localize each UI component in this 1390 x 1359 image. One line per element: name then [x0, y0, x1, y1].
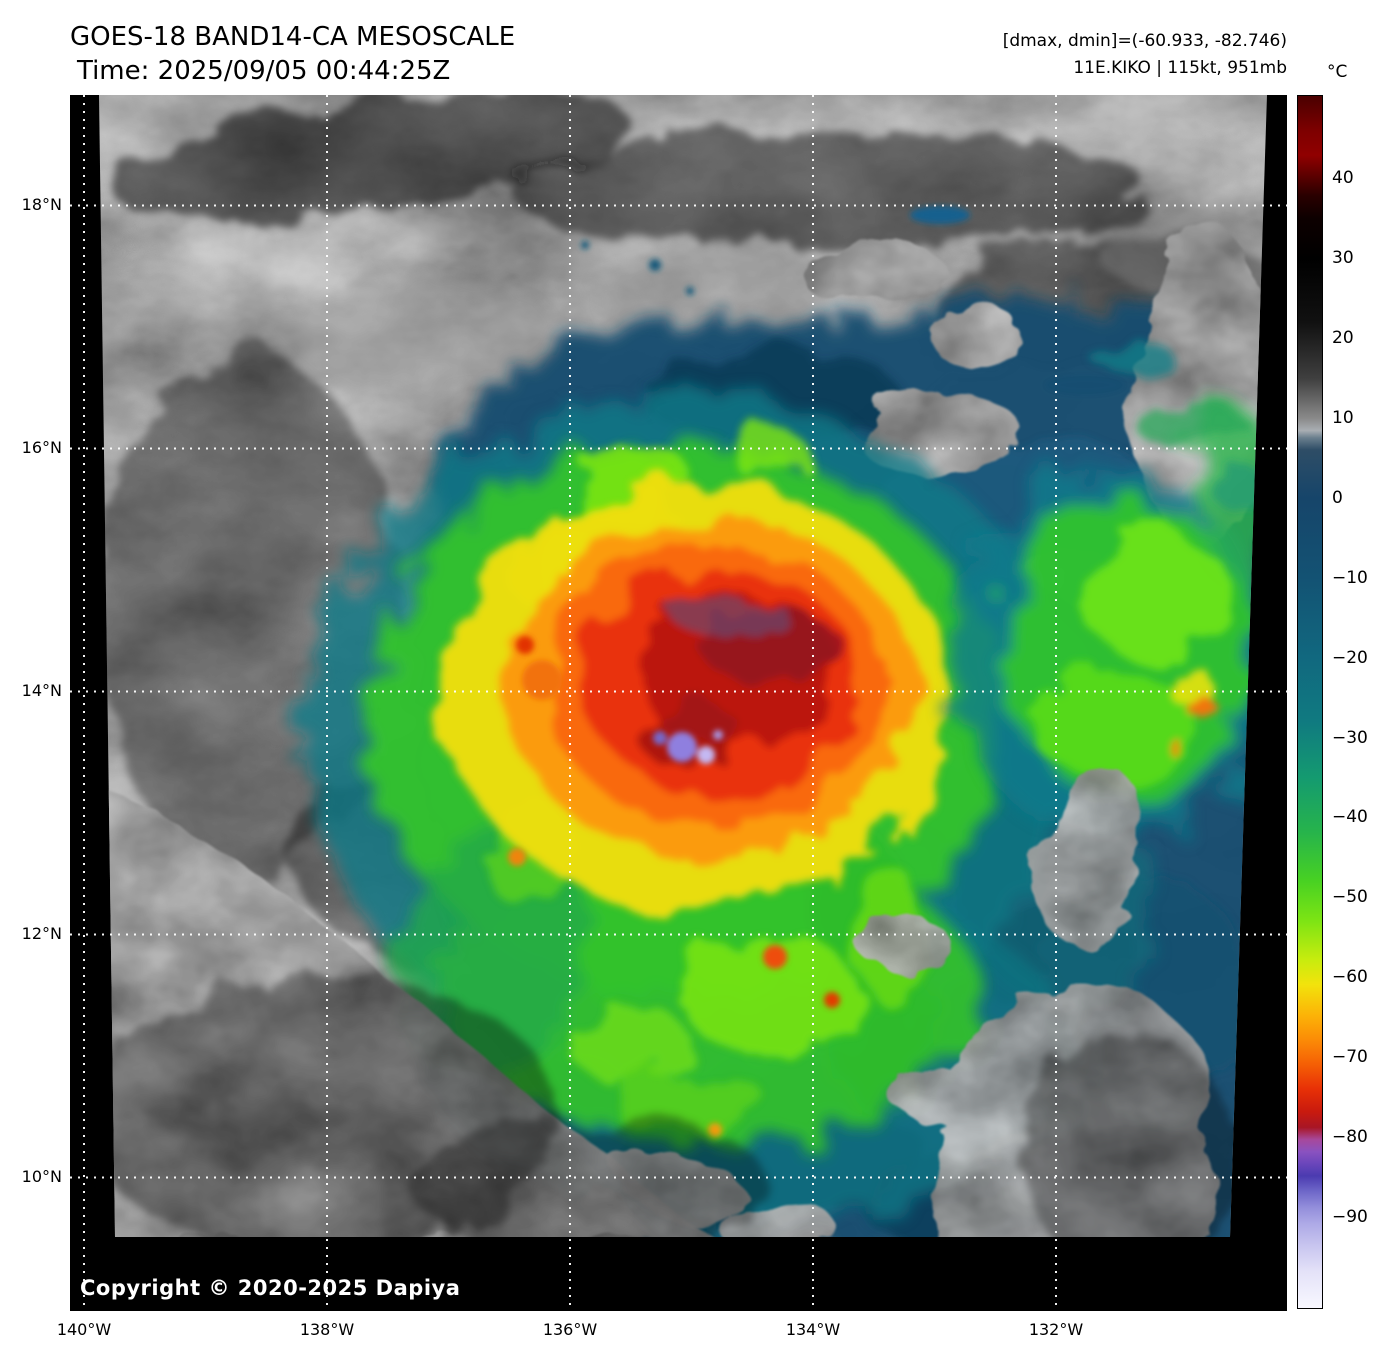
figure-title: GOES-18 BAND14-CA MESOSCALE: [70, 22, 516, 52]
lon-label: 140°W: [56, 1320, 112, 1339]
colorbar-tick-label: −40: [1332, 807, 1368, 827]
satellite-image: [70, 95, 1287, 1311]
copyright-watermark: Copyright © 2020-2025 Dapiya: [80, 1276, 461, 1300]
colorbar-tick-label: −20: [1332, 648, 1368, 668]
colorbar-tick-label: 30: [1332, 248, 1354, 268]
lat-label: 18°N: [21, 195, 62, 214]
lat-label: 14°N: [21, 681, 62, 700]
figure-header: GOES-18 BAND14-CA MESOSCALE Time: 2025/0…: [70, 20, 515, 88]
satellite-swath: [99, 95, 1267, 1237]
storm-info-annotation: 11E.KIKO | 115kt, 951mb: [1073, 58, 1287, 78]
lat-label: 10°N: [21, 1167, 62, 1186]
annotations: [dmax, dmin]=(-60.933, -82.746) 11E.KIKO…: [1003, 28, 1287, 82]
colorbar-unit-label: °C: [1327, 62, 1348, 82]
colorbar-tick-label: 40: [1332, 168, 1354, 188]
colorbar-tick-label: −90: [1332, 1207, 1368, 1227]
colorbar-tick-label: −70: [1332, 1047, 1368, 1067]
colorbar-tick-label: −80: [1332, 1127, 1368, 1147]
lon-label: 134°W: [785, 1320, 841, 1339]
colorbar-tick-label: −60: [1332, 967, 1368, 987]
lon-label: 136°W: [542, 1320, 598, 1339]
colorbar-tick-label: 0: [1332, 488, 1343, 508]
colorbar-tick-label: −50: [1332, 887, 1368, 907]
figure-time: Time: 2025/09/05 00:44:25Z: [77, 56, 451, 86]
colorbar-tick-label: −10: [1332, 568, 1368, 588]
colorbar-tick-label: 10: [1332, 408, 1354, 428]
colorbar-tick-label: 20: [1332, 328, 1354, 348]
lon-label: 138°W: [299, 1320, 355, 1339]
map-plot: Copyright © 2020-2025 Dapiya: [70, 95, 1287, 1311]
gridlines: [70, 95, 1287, 1311]
colorbar: [1297, 95, 1323, 1309]
lat-label: 16°N: [21, 438, 62, 457]
colorbar-tick-label: −30: [1332, 728, 1368, 748]
dmax-dmin-annotation: [dmax, dmin]=(-60.933, -82.746): [1002, 31, 1287, 51]
lat-label: 12°N: [21, 924, 62, 943]
lon-label: 132°W: [1028, 1320, 1084, 1339]
